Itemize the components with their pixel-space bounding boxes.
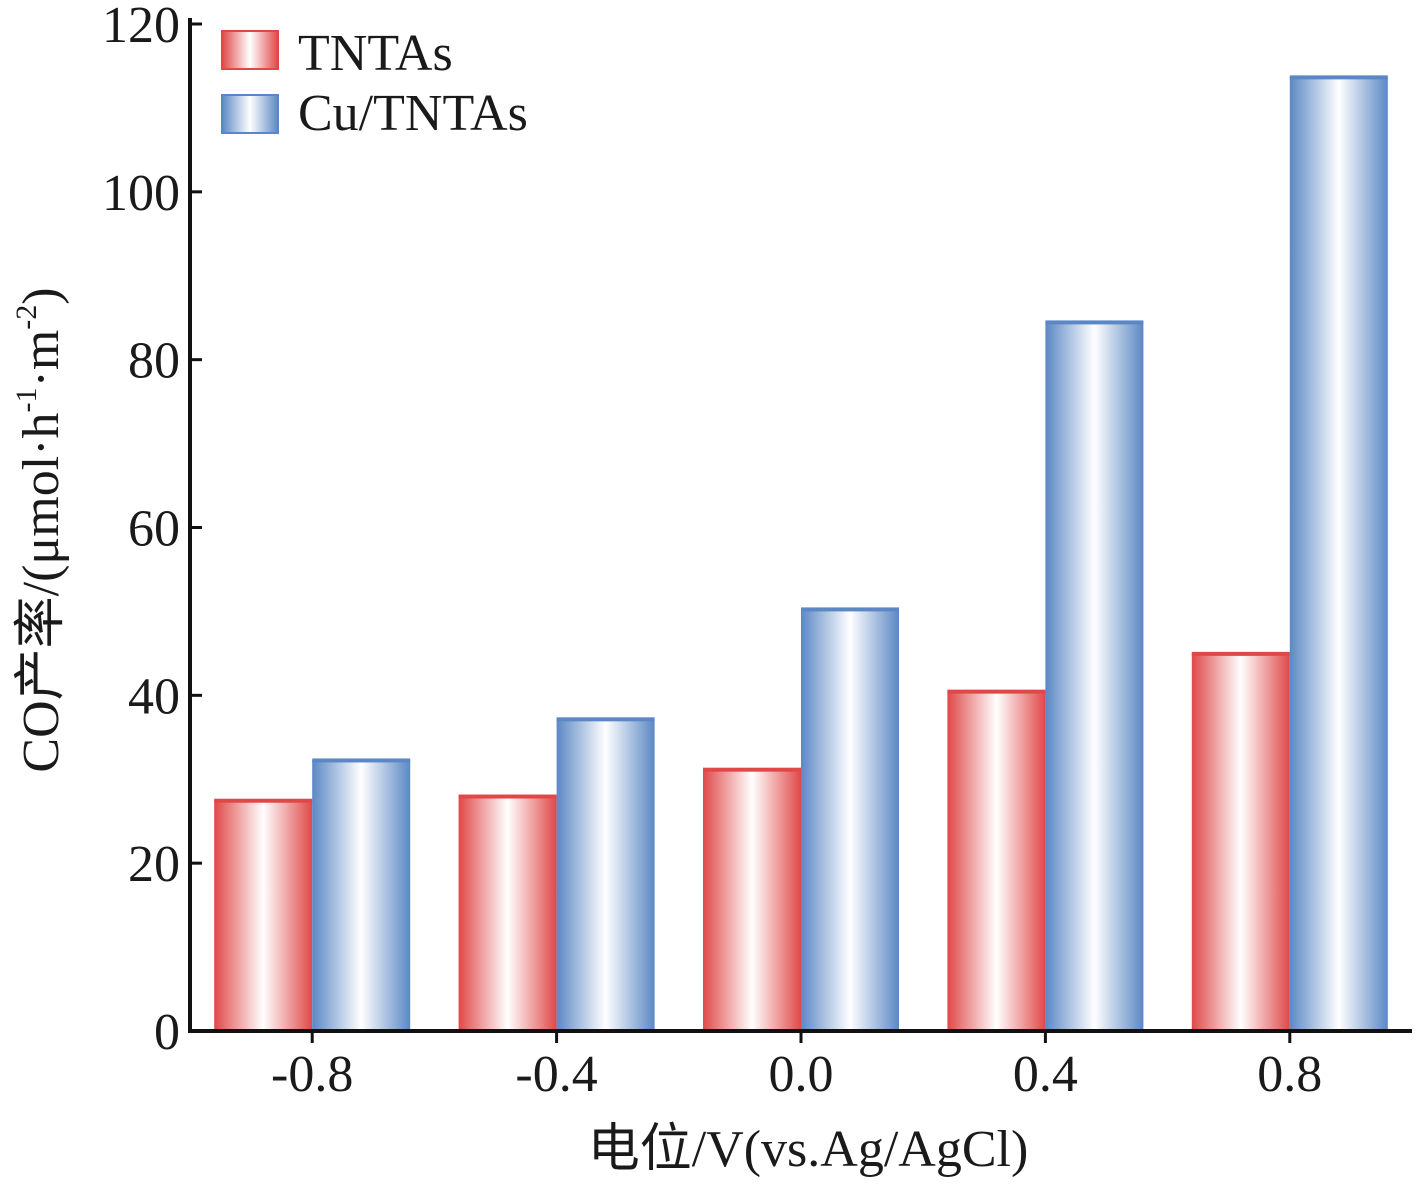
- x-tick-label-0: -0.8: [271, 1046, 353, 1103]
- bar-cu-tntas-0: [312, 759, 411, 1031]
- bar-cu-tntas-1: [556, 718, 655, 1031]
- y-tick-label-60: 60: [128, 501, 180, 558]
- bar-tntas-0: [214, 800, 313, 1031]
- bar-tntas-3: [947, 691, 1046, 1031]
- x-axis-title: 电位/V(vs.Ag/AgCl): [588, 1121, 1029, 1178]
- y-axis-title-sup1: -1: [10, 388, 43, 413]
- bar-cap-tntas-4: [1191, 651, 1290, 656]
- bar-cu-tntas-4: [1289, 76, 1388, 1032]
- y-axis-title-prefix: CO产率/(μmol·h: [13, 413, 70, 773]
- y-tick-label-120: 120: [102, 0, 180, 54]
- legend-swatch-cu-tntas: [221, 94, 279, 134]
- bar-cap-tntas-3: [947, 689, 1046, 694]
- bar-tntas-1: [458, 796, 557, 1031]
- bar-cap-cu-tntas-4: [1289, 75, 1388, 80]
- y-tick-label-20: 20: [128, 836, 180, 893]
- bars-layer: [214, 75, 1388, 1032]
- y-tick-label-40: 40: [128, 668, 180, 725]
- y-axis-title: CO产率/(μmol·h-1·m-2): [10, 287, 70, 772]
- bar-cap-tntas-2: [703, 767, 801, 772]
- bar-tntas-4: [1191, 653, 1290, 1031]
- x-tick-label-2: 0.0: [769, 1046, 834, 1103]
- y-tick-label-0: 0: [154, 1004, 180, 1061]
- x-tick-label-1: -0.4: [515, 1046, 597, 1103]
- y-tick-label-100: 100: [102, 165, 180, 222]
- bar-cap-cu-tntas-2: [801, 607, 899, 612]
- y-axis-title-mid: ·m: [13, 330, 70, 388]
- y-axis-title-sup2: -2: [10, 305, 43, 330]
- bar-cu-tntas-2: [801, 608, 899, 1031]
- x-tick-label-3: 0.4: [1013, 1046, 1078, 1103]
- bar-cap-tntas-1: [458, 794, 557, 799]
- bar-cap-tntas-0: [214, 798, 313, 803]
- y-axis-title-suffix: ): [13, 287, 70, 304]
- x-tick-label-4: 0.8: [1257, 1046, 1322, 1103]
- bar-tntas-2: [703, 769, 801, 1031]
- bar-cap-cu-tntas-0: [312, 758, 411, 763]
- y-tick-label-80: 80: [128, 333, 180, 390]
- legend: TNTAs Cu/TNTAs: [221, 25, 528, 142]
- tick-labels: 0 20 40 60 80 100 120 -0.8 -0.4 0.0 0.4 0.8: [102, 0, 1322, 1103]
- bar-cap-cu-tntas-1: [556, 717, 655, 722]
- legend-swatch-tntas: [221, 30, 279, 70]
- axes: [188, 18, 1412, 1043]
- bar-cap-cu-tntas-3: [1045, 320, 1144, 325]
- bar-cu-tntas-3: [1045, 321, 1144, 1031]
- legend-label-tntas: TNTAs: [298, 25, 453, 82]
- legend-label-cu-tntas: Cu/TNTAs: [298, 85, 528, 142]
